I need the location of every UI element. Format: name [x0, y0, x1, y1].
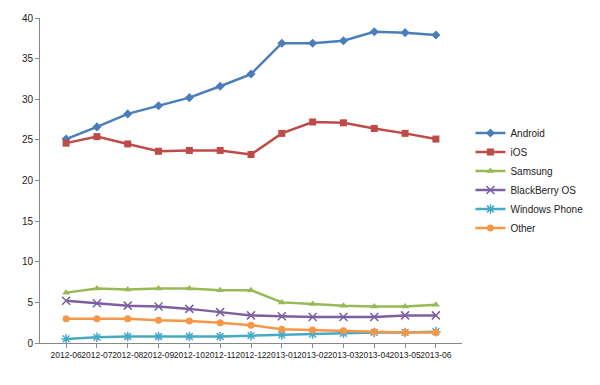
svg-text:2012-11: 2012-11 — [205, 350, 236, 360]
svg-text:2013-03: 2013-03 — [328, 350, 359, 360]
svg-text:Samsung: Samsung — [510, 166, 552, 177]
svg-text:25: 25 — [22, 134, 34, 145]
svg-text:2013-01: 2013-01 — [266, 350, 297, 360]
svg-text:2012-07: 2012-07 — [81, 350, 112, 360]
svg-text:10: 10 — [22, 256, 34, 267]
svg-text:2012-06: 2012-06 — [50, 350, 81, 360]
svg-text:2013-04: 2013-04 — [359, 350, 390, 360]
svg-text:20: 20 — [22, 175, 34, 186]
svg-text:40: 40 — [22, 13, 34, 24]
svg-text:0: 0 — [27, 338, 33, 349]
svg-text:15: 15 — [22, 216, 34, 227]
svg-text:2012-10: 2012-10 — [174, 350, 205, 360]
svg-text:5: 5 — [27, 297, 33, 308]
svg-text:35: 35 — [22, 53, 34, 64]
svg-text:2013-06: 2013-06 — [420, 350, 451, 360]
svg-text:iOS: iOS — [510, 147, 527, 158]
svg-text:2013-05: 2013-05 — [389, 350, 420, 360]
svg-text:30: 30 — [22, 94, 34, 105]
svg-text:BlackBerry OS: BlackBerry OS — [510, 185, 576, 196]
svg-text:Windows Phone: Windows Phone — [510, 204, 583, 215]
svg-text:2013-02: 2013-02 — [297, 350, 328, 360]
svg-text:2012-08: 2012-08 — [112, 350, 143, 360]
svg-text:Other: Other — [510, 223, 536, 234]
svg-text:2012-09: 2012-09 — [143, 350, 174, 360]
svg-text:Android: Android — [510, 128, 544, 139]
svg-text:2012-12: 2012-12 — [235, 350, 266, 360]
